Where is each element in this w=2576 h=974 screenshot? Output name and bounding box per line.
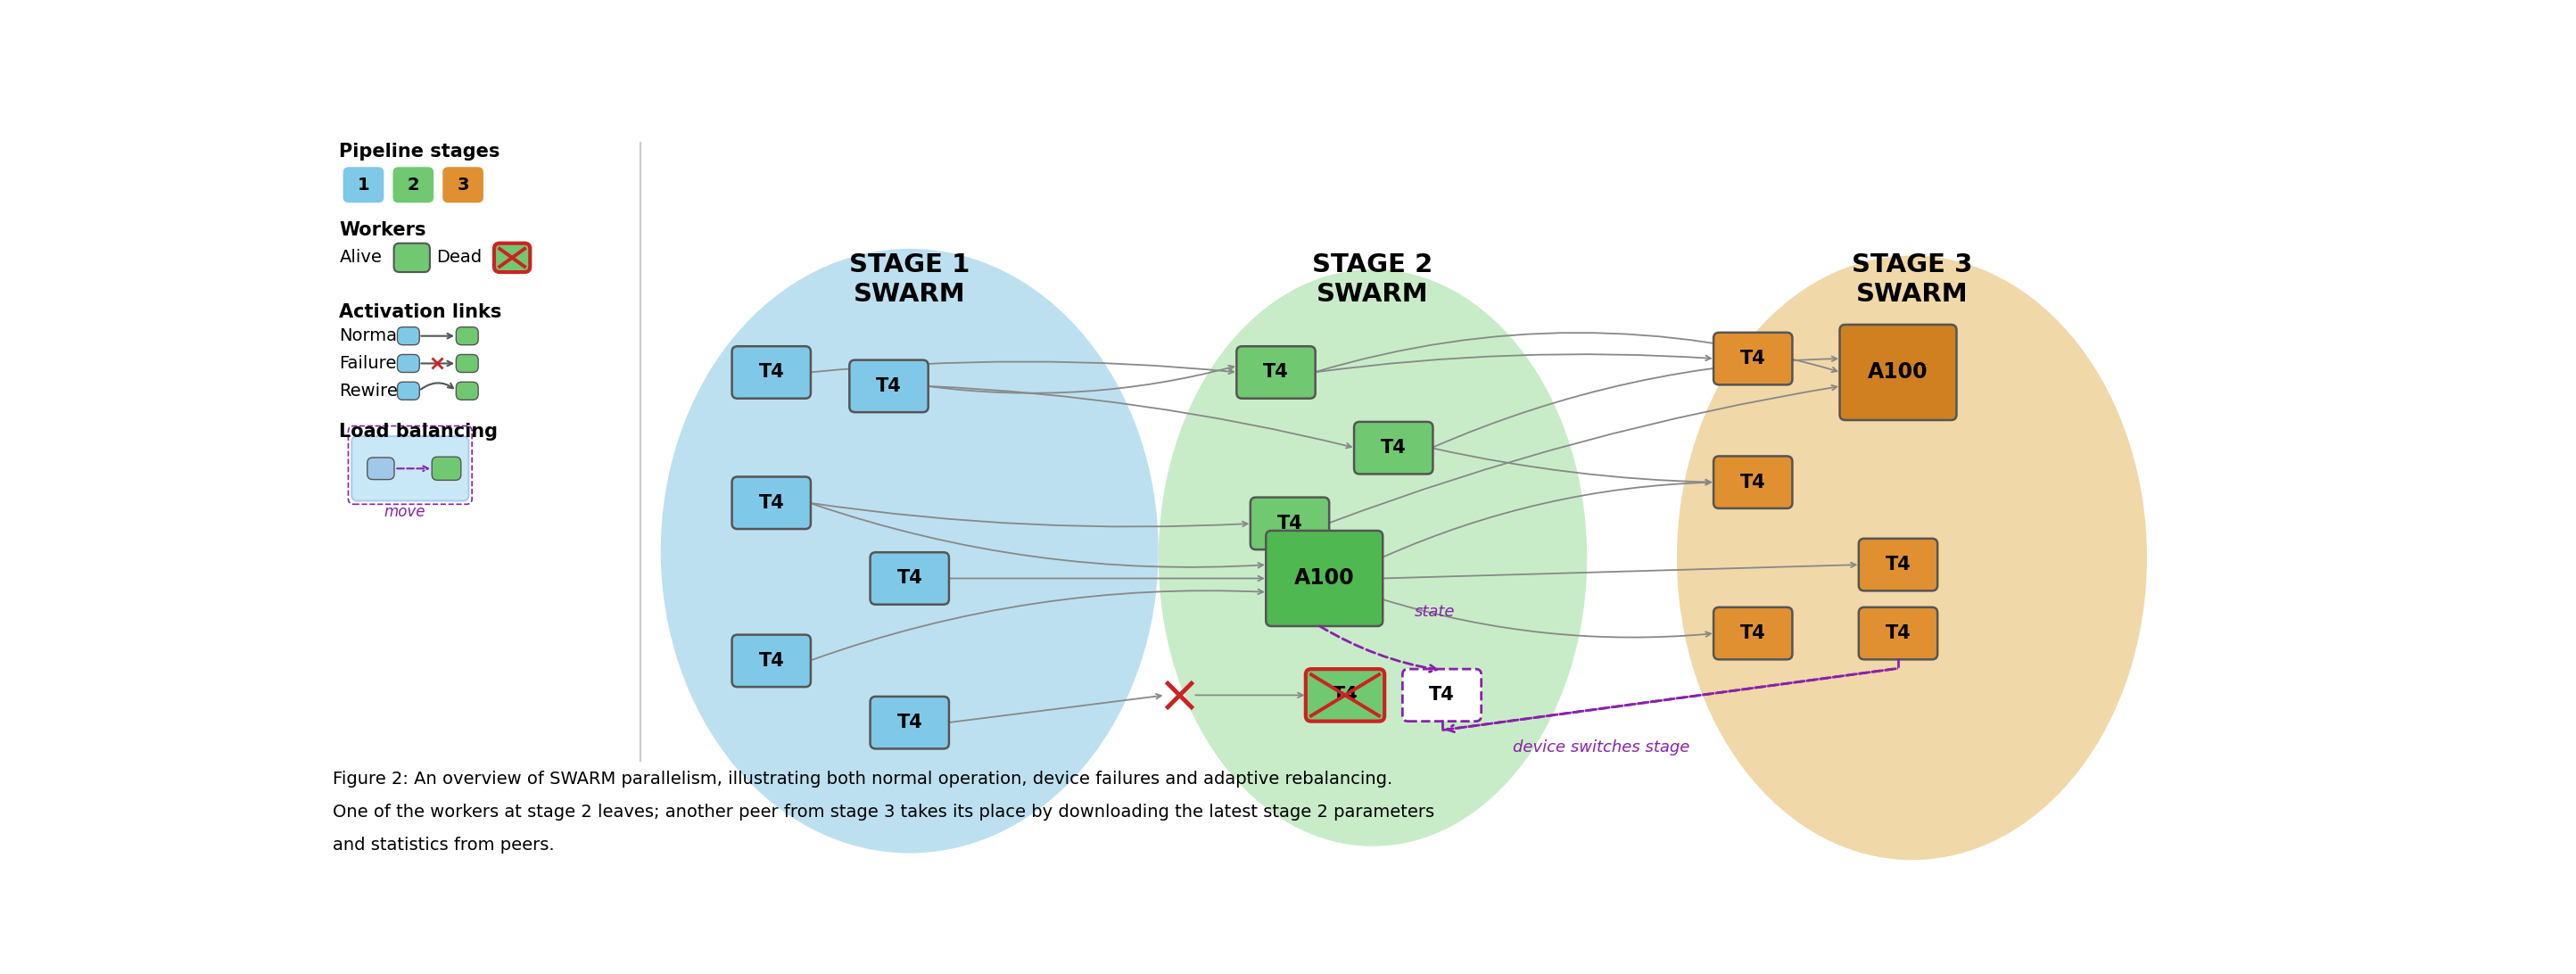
FancyBboxPatch shape — [1713, 332, 1793, 385]
FancyBboxPatch shape — [732, 347, 811, 398]
FancyBboxPatch shape — [1236, 347, 1316, 398]
FancyBboxPatch shape — [456, 382, 479, 400]
Text: T4: T4 — [1741, 624, 1765, 642]
Text: 1: 1 — [358, 176, 368, 194]
Text: T4: T4 — [1741, 473, 1765, 491]
Text: T4: T4 — [1262, 363, 1288, 381]
FancyBboxPatch shape — [443, 167, 484, 203]
Text: Activation links: Activation links — [340, 304, 502, 321]
FancyBboxPatch shape — [1713, 607, 1793, 659]
FancyBboxPatch shape — [871, 552, 948, 605]
FancyBboxPatch shape — [433, 457, 461, 480]
Text: T4: T4 — [1430, 687, 1455, 704]
FancyBboxPatch shape — [1713, 456, 1793, 508]
FancyBboxPatch shape — [456, 327, 479, 345]
FancyBboxPatch shape — [732, 635, 811, 687]
FancyBboxPatch shape — [732, 476, 811, 529]
Text: T4: T4 — [757, 363, 783, 381]
Text: STAGE 3
SWARM: STAGE 3 SWARM — [1852, 252, 1973, 307]
Text: A100: A100 — [1868, 361, 1929, 383]
FancyBboxPatch shape — [1401, 669, 1481, 722]
Text: T4: T4 — [1332, 687, 1358, 704]
FancyBboxPatch shape — [1860, 539, 1937, 591]
Text: T4: T4 — [1886, 556, 1911, 574]
Text: device switches stage: device switches stage — [1512, 740, 1690, 756]
FancyBboxPatch shape — [1306, 669, 1383, 722]
Text: and statistics from peers.: and statistics from peers. — [332, 837, 554, 853]
Text: T4: T4 — [876, 377, 902, 395]
Text: Workers: Workers — [340, 221, 425, 239]
FancyBboxPatch shape — [456, 355, 479, 372]
Text: 3: 3 — [456, 176, 469, 194]
FancyBboxPatch shape — [1839, 324, 1958, 420]
FancyBboxPatch shape — [1355, 422, 1432, 474]
Text: state: state — [1414, 604, 1455, 619]
Text: One of the workers at stage 2 leaves; another peer from stage 3 takes its place : One of the workers at stage 2 leaves; an… — [332, 804, 1435, 821]
FancyBboxPatch shape — [871, 696, 948, 749]
FancyBboxPatch shape — [394, 167, 433, 203]
FancyBboxPatch shape — [495, 244, 531, 272]
Text: Dead: Dead — [435, 249, 482, 266]
Text: Failure: Failure — [340, 355, 397, 372]
FancyBboxPatch shape — [1249, 498, 1329, 549]
Text: Normal: Normal — [340, 327, 402, 345]
FancyBboxPatch shape — [394, 244, 430, 272]
Text: A100: A100 — [1293, 568, 1355, 589]
Text: T4: T4 — [1886, 624, 1911, 642]
Text: Alive: Alive — [340, 249, 381, 266]
Text: T4: T4 — [896, 714, 922, 731]
Text: Pipeline stages: Pipeline stages — [340, 142, 500, 160]
Ellipse shape — [1159, 270, 1587, 846]
FancyBboxPatch shape — [343, 167, 384, 203]
Text: STAGE 1
SWARM: STAGE 1 SWARM — [850, 252, 971, 307]
FancyBboxPatch shape — [397, 327, 420, 345]
FancyBboxPatch shape — [1860, 607, 1937, 659]
FancyBboxPatch shape — [850, 360, 927, 412]
Text: move: move — [384, 505, 425, 520]
Ellipse shape — [659, 248, 1159, 853]
Text: T4: T4 — [896, 570, 922, 587]
Text: 2: 2 — [407, 176, 420, 194]
Text: T4: T4 — [1381, 439, 1406, 457]
Text: T4: T4 — [1741, 350, 1765, 367]
Text: Load balancing: Load balancing — [340, 423, 497, 440]
Ellipse shape — [1677, 255, 2146, 860]
Text: T4: T4 — [757, 652, 783, 670]
FancyBboxPatch shape — [397, 355, 420, 372]
Text: T4: T4 — [1278, 514, 1303, 533]
FancyBboxPatch shape — [1265, 531, 1383, 626]
Text: Rewired: Rewired — [340, 383, 410, 399]
FancyBboxPatch shape — [368, 458, 394, 479]
Text: T4: T4 — [757, 494, 783, 511]
Text: STAGE 2
SWARM: STAGE 2 SWARM — [1311, 252, 1432, 307]
FancyBboxPatch shape — [353, 436, 469, 501]
Text: Figure 2: An overview of SWARM parallelism, illustrating both normal operation, : Figure 2: An overview of SWARM paralleli… — [332, 770, 1391, 788]
FancyBboxPatch shape — [397, 382, 420, 400]
